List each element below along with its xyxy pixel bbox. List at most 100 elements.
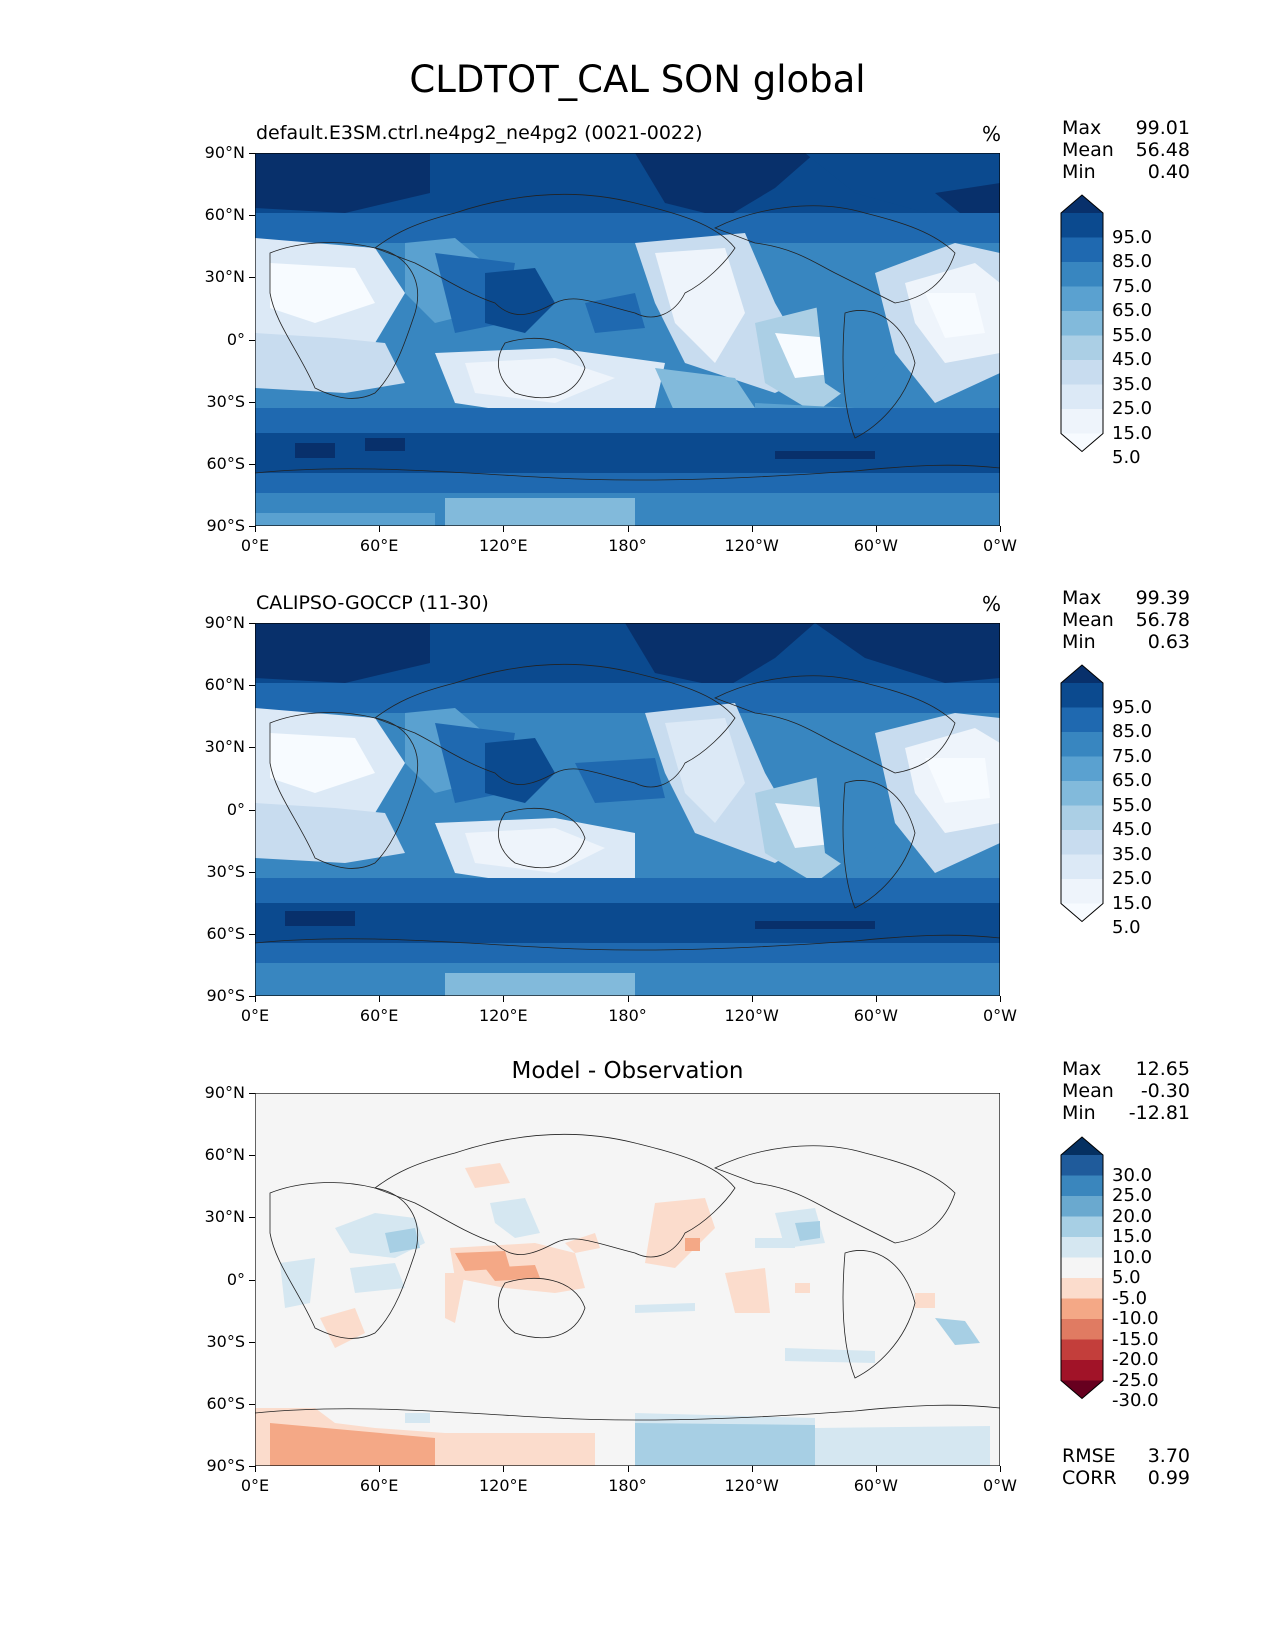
x-tick-label: 180° [608,1006,647,1025]
x-tick-mark [1000,996,1001,1002]
colorbar-tick-label: 25.0 [1112,398,1153,419]
colorbar-tick-label: -15.0 [1112,1328,1159,1350]
x-tick-label: 120°W [724,1006,779,1025]
stat-row: Max 12.65 [1062,1058,1190,1080]
stat-row: Min -12.81 [1062,1102,1190,1124]
colorbar-extend-max [1061,1137,1103,1155]
stat-label: Min [1062,161,1096,183]
x-tick-label: 60°W [853,1476,898,1495]
x-tick-label: 60°E [359,536,399,555]
colorbar-segment [1061,237,1103,263]
x-tick-mark [379,1466,381,1472]
y-tick-label: 90°N [204,143,245,162]
x-tick-mark [503,526,505,532]
stat-label: Max [1062,1058,1102,1080]
x-tick-mark [255,526,256,532]
colorbar-tick-label: 75.0 [1112,275,1153,297]
metric-value: 3.70 [1147,1445,1190,1467]
colorbar-tick-label: 15.0 [1112,422,1153,444]
x-tick-mark [751,1466,753,1472]
colorbar-segment [1061,286,1103,312]
colorbar-segment [1061,805,1103,831]
x-tick-label: 0°E [240,1476,270,1495]
colorbar-tick-label: 5.0 [1112,1267,1141,1288]
stat-value: 99.01 [1135,117,1190,139]
y-tick-label: 60°S [206,1393,245,1413]
stat-label: Min [1062,631,1096,653]
y-tick-label: 60°N [204,1145,245,1165]
y-tick-mark [249,463,255,465]
colorbar-tick-label: 65.0 [1112,300,1153,321]
colorbar-extend-max [1061,665,1103,683]
colorbar-extend-max [1061,195,1103,213]
stat-value: 0.40 [1147,161,1190,183]
stat-row: Min 0.40 [1062,161,1190,183]
colorbar-tick-label: 25.0 [1112,1185,1153,1206]
colorbar-segment [1061,1298,1103,1320]
colorbar-segment [1061,213,1103,238]
panel-2-units: % [982,592,1002,616]
panel-3-title: Model - Observation [511,1058,744,1084]
x-tick-label: 60°E [359,1006,399,1025]
colorbar-tick-label: 45.0 [1112,819,1153,840]
colorbar-tick-label: 55.0 [1112,794,1153,816]
stat-value: -12.81 [1128,1102,1190,1124]
metric-label: CORR [1062,1467,1117,1489]
colorbar-segment [1061,1216,1103,1238]
x-tick-label: 180° [608,1476,647,1495]
y-tick-mark [249,871,255,873]
y-tick-label: 90°S [206,516,245,535]
x-tick-label: 0°W [983,1006,1017,1025]
stat-value: 99.39 [1135,587,1190,609]
y-tick-mark [249,339,255,341]
y-tick-label: 0° [226,1269,245,1289]
colorbar-segment [1061,756,1103,782]
x-tick-mark [503,996,505,1002]
x-tick-mark [255,996,256,1002]
metric-value: 0.99 [1147,1467,1190,1489]
panel-2-field-svg [255,623,1000,996]
y-tick-mark [249,1403,255,1405]
x-tick-mark [875,1466,877,1472]
x-tick-label: 120°E [479,1476,528,1495]
colorbar-segment [1061,732,1103,757]
colorbar-segment [1061,335,1103,361]
y-tick-mark [249,996,255,997]
y-tick-mark [249,277,255,279]
colorbar-tick-label: 10.0 [1112,1246,1153,1268]
stat-value: 56.78 [1135,609,1190,631]
y-tick-mark [249,1279,255,1281]
y-tick-mark [249,1155,255,1157]
stat-row: Max 99.39 [1062,587,1190,609]
x-tick-mark [379,996,381,1002]
x-tick-mark [503,1466,505,1472]
x-tick-label: 60°E [359,1476,399,1495]
colorbar-tick-label: 75.0 [1112,745,1153,767]
y-tick-label: 60°N [204,205,245,225]
colorbar-segment [1061,1155,1103,1176]
colorbar-svg [1060,1136,1104,1400]
panel-1-map [255,153,1000,526]
colorbar-segment [1061,707,1103,733]
colorbar-tick-label: 85.0 [1112,721,1153,742]
colorbar-tick-label: 55.0 [1112,324,1153,346]
y-tick-label: 90°N [204,613,245,632]
x-tick-mark [875,526,877,532]
colorbar-segment [1061,409,1103,434]
colorbar-tick-label: 35.0 [1112,373,1153,395]
colorbar-segment [1061,830,1103,855]
colorbar-tick-label: 85.0 [1112,251,1153,272]
x-tick-label: 60°W [853,536,898,555]
colorbar-segment [1061,1278,1103,1299]
colorbar-segment [1061,1257,1103,1279]
y-tick-mark [249,623,255,624]
stat-value: -0.30 [1140,1080,1190,1102]
x-tick-label: 120°E [479,1006,528,1025]
y-tick-label: 0° [226,329,245,349]
colorbar-segment [1061,1360,1103,1381]
y-tick-label: 30°N [204,1207,245,1227]
stat-label: Mean [1062,1080,1114,1102]
x-tick-label: 60°W [853,1006,898,1025]
y-tick-mark [249,685,255,687]
